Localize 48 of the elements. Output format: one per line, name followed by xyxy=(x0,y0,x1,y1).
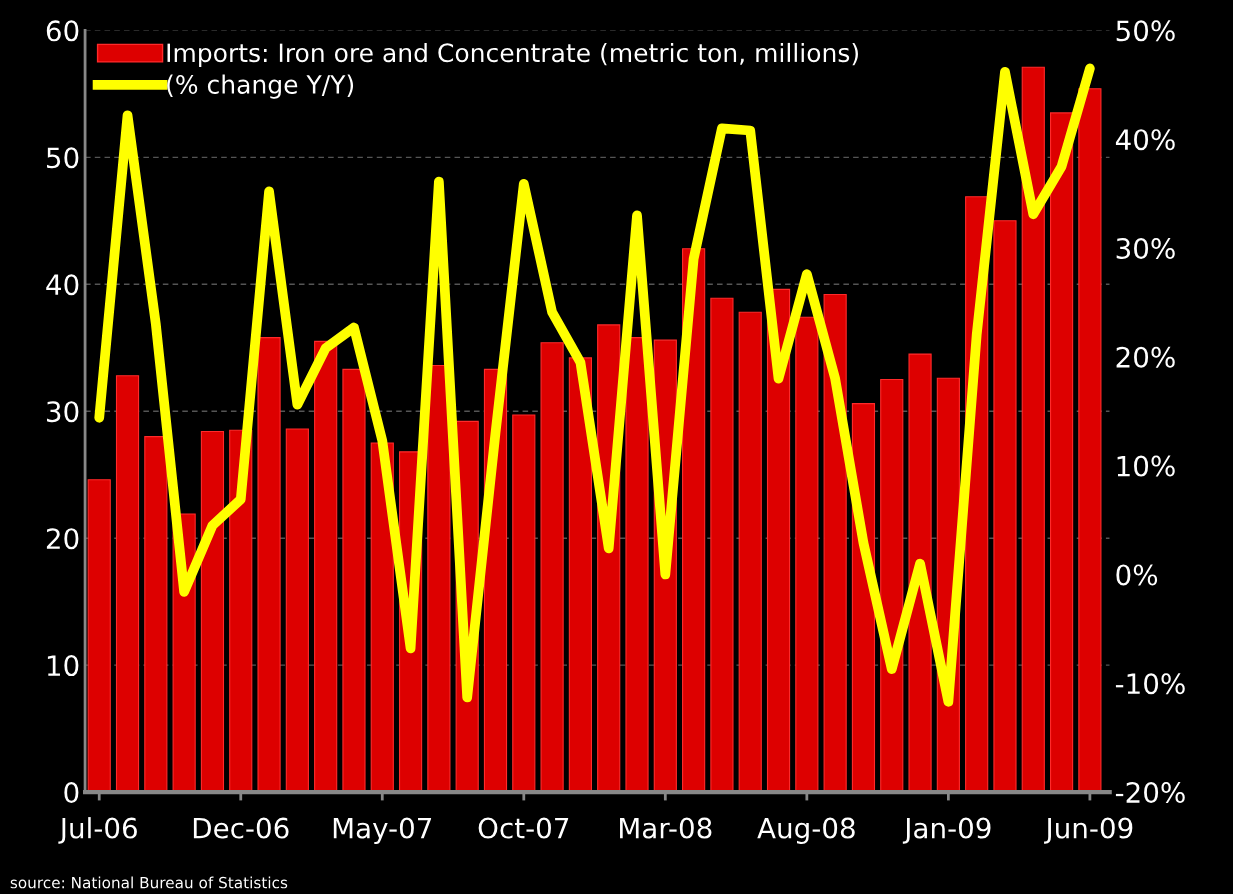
x-tick-label: May-07 xyxy=(333,817,432,844)
x-tick-label: Oct-07 xyxy=(478,817,569,839)
bar xyxy=(540,342,564,793)
bar xyxy=(568,357,592,793)
bar xyxy=(625,337,649,793)
y-tick-label: 10 xyxy=(47,655,79,677)
y-tick-label: 60 xyxy=(46,20,79,42)
bar xyxy=(427,364,451,793)
bar xyxy=(342,368,366,793)
bar xyxy=(257,337,281,793)
y2-tick-label: -10% xyxy=(1115,673,1185,695)
bar xyxy=(710,297,734,793)
y-tick-label: 30 xyxy=(46,401,79,423)
y2-tick-label: 40% xyxy=(1115,129,1175,151)
y-tick-label: 0 xyxy=(64,782,79,804)
bar xyxy=(87,479,111,793)
bar xyxy=(285,428,309,793)
bar xyxy=(738,311,762,793)
x-tick-label: Aug-08 xyxy=(757,817,855,844)
legend-label: (% change Y/Y) xyxy=(167,74,354,99)
y2-tick-label: 20% xyxy=(1116,346,1175,368)
bar xyxy=(144,436,168,793)
x-tick-label: Jan-09 xyxy=(902,817,991,844)
y-tick-label: 40 xyxy=(46,274,79,296)
y-tick-label: 50 xyxy=(47,147,79,169)
y2-tick-label: 50% xyxy=(1116,20,1175,42)
x-tick-label: Dec-06 xyxy=(193,817,289,839)
y-tick-label: 20 xyxy=(46,528,79,550)
y2-tick-label: -20% xyxy=(1115,782,1185,804)
bar xyxy=(200,430,225,793)
y2-tick-label: 10% xyxy=(1117,455,1175,477)
x-tick-label: Jun-09 xyxy=(1044,817,1133,844)
source-note: source: National Bureau of Statistics xyxy=(10,876,288,889)
x-tick-label: Jul-06 xyxy=(58,817,137,844)
legend-label: Imports: Iron ore and Concentrate (metric ton, millions) xyxy=(167,42,858,68)
bar xyxy=(1021,66,1045,793)
y2-tick-label: 30% xyxy=(1116,237,1175,259)
y2-tick-label: 0% xyxy=(1116,564,1158,586)
bar xyxy=(314,340,338,793)
bar xyxy=(993,220,1017,793)
bar xyxy=(512,414,536,793)
bar xyxy=(115,375,140,793)
bar xyxy=(908,353,932,793)
x-tick-label: Mar-08 xyxy=(620,817,712,839)
bar xyxy=(795,316,819,793)
bar xyxy=(1049,112,1074,793)
bar xyxy=(823,293,847,793)
bar xyxy=(1078,88,1102,793)
